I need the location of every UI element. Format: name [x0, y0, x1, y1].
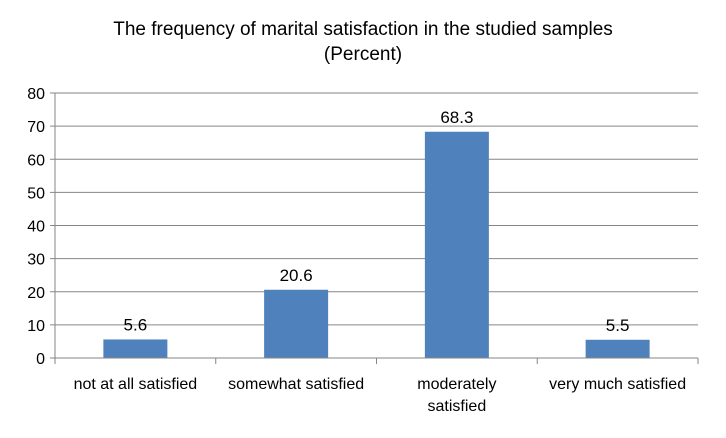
- bar: [264, 289, 329, 358]
- y-tick-label: 80: [27, 86, 45, 103]
- data-label: 5.5: [606, 316, 630, 335]
- y-tick-label: 10: [27, 318, 45, 335]
- x-category-label: very much satisfied: [549, 376, 686, 393]
- y-tick-label: 70: [27, 119, 45, 136]
- chart-title: The frequency of marital satisfaction in…: [113, 19, 613, 65]
- bar: [103, 339, 168, 358]
- data-labels: 5.6 20.6 68.3 5.5: [124, 108, 630, 335]
- x-category-label: not at all satisfied: [74, 376, 198, 393]
- bar: [424, 131, 489, 358]
- y-tick-label: 40: [27, 219, 45, 236]
- y-tick-label: 20: [27, 285, 45, 302]
- chart-title-line: The frequency of marital satisfaction in…: [113, 19, 613, 40]
- data-label: 5.6: [124, 315, 148, 334]
- data-label: 20.6: [280, 266, 313, 285]
- gridlines: [50, 92, 698, 359]
- x-category-label: satisfied: [428, 398, 487, 415]
- data-label: 68.3: [440, 108, 473, 127]
- y-axis-ticks: 0 10 20 30 40 50 60 70 80: [27, 86, 45, 368]
- bars: [103, 131, 650, 358]
- x-category-label: moderately: [417, 376, 496, 393]
- y-tick-label: 30: [27, 252, 45, 269]
- y-tick-label: 50: [27, 185, 45, 202]
- y-tick-label: 0: [36, 351, 45, 368]
- chart-title-line: (Percent): [324, 44, 402, 65]
- axes: [54, 93, 699, 364]
- x-axis-categories: not at all satisfied somewhat satisfied mo…: [74, 376, 687, 415]
- y-tick-label: 60: [27, 152, 45, 169]
- bar: [585, 339, 650, 358]
- x-category-label: somewhat satisfied: [228, 376, 364, 393]
